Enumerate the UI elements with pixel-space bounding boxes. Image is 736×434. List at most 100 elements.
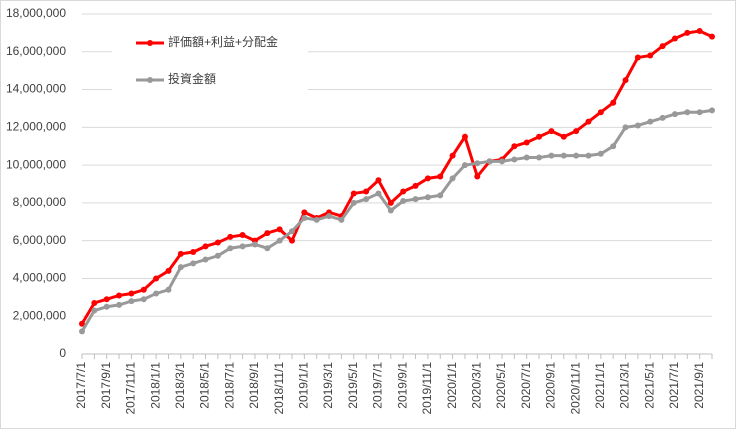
data-point bbox=[153, 275, 160, 282]
data-point bbox=[251, 241, 258, 248]
data-point bbox=[375, 177, 382, 184]
data-point bbox=[387, 199, 394, 206]
data-point bbox=[227, 245, 234, 252]
data-point bbox=[573, 152, 580, 159]
data-point bbox=[622, 77, 629, 84]
data-point bbox=[659, 43, 666, 50]
x-tick-label: 2019/3/1 bbox=[321, 362, 335, 409]
x-tick-label: 2018/3/1 bbox=[173, 362, 187, 409]
data-point bbox=[548, 152, 555, 159]
data-point bbox=[461, 133, 468, 140]
data-point bbox=[350, 199, 357, 206]
data-point bbox=[91, 300, 98, 306]
data-point bbox=[536, 154, 543, 161]
data-point bbox=[326, 213, 333, 220]
data-point bbox=[424, 175, 431, 182]
data-point bbox=[486, 158, 493, 165]
data-point bbox=[79, 320, 85, 327]
x-tick-label: 2020/7/1 bbox=[519, 362, 533, 409]
data-point bbox=[301, 209, 308, 216]
data-point bbox=[363, 188, 370, 195]
x-tick-label: 2020/5/1 bbox=[494, 362, 508, 409]
data-point bbox=[103, 296, 110, 303]
data-point bbox=[400, 188, 407, 195]
data-point bbox=[91, 307, 98, 314]
y-tick-label: 6,000,000 bbox=[13, 233, 67, 247]
data-point bbox=[696, 28, 703, 34]
x-tick-label: 2018/5/1 bbox=[198, 362, 212, 409]
data-point bbox=[610, 99, 617, 106]
data-point bbox=[597, 109, 604, 116]
x-tick-label: 2017/9/1 bbox=[99, 362, 113, 409]
data-point bbox=[437, 173, 444, 180]
data-point bbox=[573, 128, 580, 135]
series-line bbox=[80, 108, 713, 333]
data-point bbox=[424, 194, 431, 201]
x-tick-label: 2019/5/1 bbox=[346, 362, 360, 409]
data-point bbox=[585, 152, 592, 159]
data-point bbox=[634, 122, 641, 129]
data-point bbox=[412, 196, 419, 203]
x-tick-label: 2020/11/1 bbox=[568, 362, 582, 415]
y-tick-label: 12,000,000 bbox=[6, 120, 66, 134]
y-tick-label: 18,000,000 bbox=[6, 6, 66, 20]
data-point bbox=[313, 216, 320, 223]
data-point bbox=[499, 158, 505, 165]
data-point bbox=[474, 173, 481, 180]
legend-label: 投資金額 bbox=[168, 71, 216, 86]
data-point bbox=[79, 328, 85, 335]
data-point bbox=[214, 252, 221, 259]
data-point bbox=[140, 296, 147, 303]
y-tick-label: 10,000,000 bbox=[6, 157, 66, 171]
data-point bbox=[165, 286, 172, 293]
data-point bbox=[560, 133, 567, 140]
data-point bbox=[116, 292, 123, 299]
data-point bbox=[449, 152, 456, 159]
legend-marker bbox=[147, 77, 153, 83]
data-point bbox=[474, 160, 481, 167]
data-point bbox=[202, 256, 209, 263]
data-point bbox=[103, 303, 110, 310]
x-tick-label: 2020/9/1 bbox=[544, 362, 558, 409]
y-tick-label: 14,000,000 bbox=[6, 82, 66, 96]
y-tick-label: 0 bbox=[59, 346, 66, 360]
data-point bbox=[363, 196, 370, 203]
data-point bbox=[128, 290, 135, 297]
data-point bbox=[437, 192, 444, 199]
data-point bbox=[523, 154, 530, 161]
x-tick-label: 2021/7/1 bbox=[667, 362, 681, 409]
data-point bbox=[165, 267, 172, 274]
x-tick-label: 2021/3/1 bbox=[618, 362, 632, 409]
data-point bbox=[375, 190, 382, 197]
data-point bbox=[412, 182, 419, 189]
legend-label: 評価額+利益+分配金 bbox=[168, 34, 278, 49]
data-point bbox=[116, 301, 123, 308]
data-point bbox=[239, 243, 246, 250]
data-point bbox=[709, 107, 715, 114]
data-point bbox=[276, 237, 283, 244]
data-point bbox=[239, 232, 246, 238]
data-point bbox=[671, 111, 678, 118]
data-point bbox=[671, 35, 678, 42]
data-point bbox=[177, 264, 184, 271]
x-tick-label: 2021/1/1 bbox=[593, 362, 607, 409]
data-point bbox=[610, 143, 617, 150]
x-tick-label: 2018/11/1 bbox=[272, 362, 286, 415]
x-tick-label: 2017/7/1 bbox=[74, 362, 88, 409]
data-point bbox=[536, 133, 543, 140]
data-point bbox=[177, 250, 184, 257]
data-point bbox=[338, 216, 345, 223]
data-point bbox=[400, 198, 407, 204]
x-tick-label: 2018/1/1 bbox=[148, 362, 162, 409]
x-tick-label: 2017/11/1 bbox=[124, 362, 138, 415]
data-point bbox=[548, 128, 555, 135]
data-point bbox=[449, 175, 456, 182]
data-point bbox=[560, 152, 567, 159]
data-point bbox=[227, 233, 234, 240]
data-point bbox=[387, 207, 394, 214]
data-point bbox=[264, 245, 271, 252]
data-point bbox=[523, 139, 530, 146]
data-point bbox=[202, 243, 209, 250]
x-tick-label: 2019/7/1 bbox=[371, 362, 385, 409]
